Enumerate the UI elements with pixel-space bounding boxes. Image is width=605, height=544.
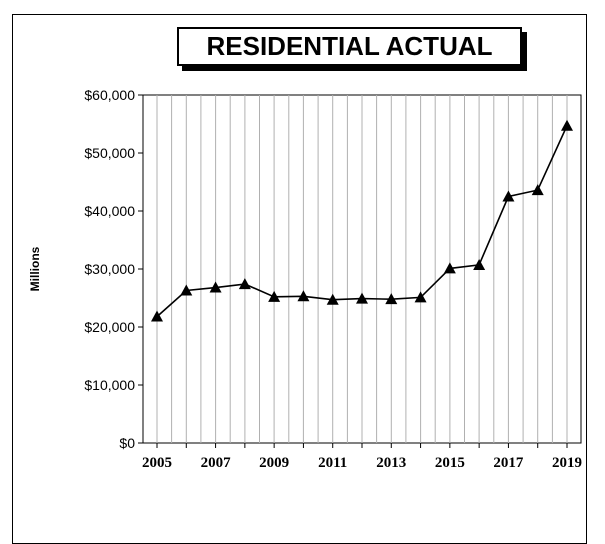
data-point-2008 [238,278,251,290]
x-tick-label: 2019 [552,455,582,471]
chart-title: RESIDENTIAL ACTUAL [177,27,522,66]
data-point-2010 [297,290,310,302]
x-axis-ticks: 2005 2007 2009 2011 2013 2015 2017 2019 [142,443,582,471]
x-tick-label: 2009 [259,455,289,471]
data-point-2006 [180,284,193,296]
data-point-2009 [268,290,281,302]
line-chart: $0 $10,000 $20,000 $30,000 $40,000 $50,000 $60… [28,87,582,471]
data-point-2018 [531,184,544,196]
y-tick-label: $0 [119,435,135,451]
x-tick-label: 2017 [493,455,524,471]
y-tick-label: $50,000 [84,145,135,161]
x-tick-label: 2013 [376,455,406,471]
y-tick-label: $30,000 [84,261,135,277]
x-tick-label: 2011 [318,455,347,471]
y-tick-label: $10,000 [84,377,135,393]
data-point-2016 [473,258,486,270]
grid-lines [156,95,568,443]
x-tick-label: 2007 [201,455,232,471]
series-group [151,119,573,322]
y-axis-ticks: $0 $10,000 $20,000 $30,000 $40,000 $50,000 $60… [84,87,143,451]
data-point-2015 [443,262,456,274]
data-point-2017 [502,190,515,202]
data-point-2012 [356,292,368,304]
data-point-2019 [561,119,573,131]
data-point-2007 [209,281,222,293]
data-point-2014 [414,291,427,303]
y-tick-label: $20,000 [84,319,135,335]
y-axis-label: Millions [28,246,42,291]
x-tick-label: 2015 [435,455,465,471]
x-tick-label: 2005 [142,455,172,471]
y-tick-label: $60,000 [84,87,135,103]
y-tick-label: $40,000 [84,203,135,219]
data-point-2005 [151,310,163,322]
data-point-2011 [326,293,339,305]
data-point-2013 [385,293,398,305]
